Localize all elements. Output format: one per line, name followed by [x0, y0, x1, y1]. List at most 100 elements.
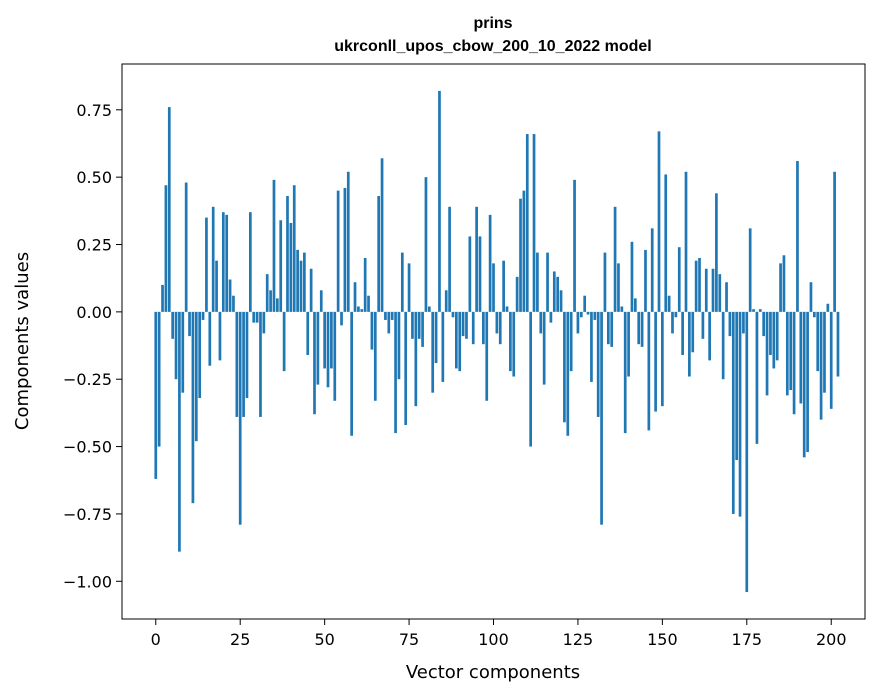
x-tick-label: 200 — [816, 630, 847, 649]
bar — [414, 311, 418, 407]
bar — [313, 311, 316, 415]
bar — [630, 241, 634, 312]
bar — [235, 311, 239, 417]
bar — [424, 177, 428, 312]
bar — [478, 236, 482, 312]
bar — [552, 271, 556, 312]
bar — [823, 311, 826, 393]
bar — [384, 311, 387, 320]
bar — [340, 311, 343, 326]
bar — [556, 276, 560, 312]
bar — [566, 311, 570, 436]
bar — [259, 311, 262, 417]
bar — [205, 217, 208, 312]
bar — [525, 134, 529, 312]
bar — [211, 206, 215, 312]
bar — [826, 303, 830, 312]
bar — [694, 260, 698, 312]
bar — [296, 249, 299, 312]
bar — [509, 311, 512, 372]
bar — [704, 268, 708, 312]
bar — [316, 311, 320, 385]
bar — [613, 206, 617, 312]
x-axis-ticks: 0 25 50 75 100 125 150 175 200 — [151, 619, 847, 649]
y-tick-label: −0.50 — [63, 438, 112, 457]
bar — [215, 260, 218, 312]
bar — [431, 311, 435, 393]
bar — [269, 290, 272, 312]
bar — [184, 182, 188, 312]
bar — [279, 220, 283, 312]
bar — [482, 311, 485, 345]
x-tick-label: 50 — [314, 630, 334, 649]
y-tick-label: 0.00 — [76, 303, 112, 322]
bar — [188, 311, 191, 337]
bar — [407, 263, 411, 312]
bar — [380, 158, 384, 312]
bar — [701, 311, 705, 339]
bar — [698, 257, 701, 312]
bar — [475, 206, 478, 312]
x-tick-label: 0 — [151, 630, 161, 649]
bar — [221, 212, 225, 312]
bar — [228, 279, 232, 312]
bar — [448, 206, 451, 312]
bar — [360, 309, 364, 312]
bar — [468, 236, 472, 312]
bar — [661, 311, 664, 407]
bar — [559, 290, 563, 312]
bar — [225, 214, 229, 312]
bar — [640, 311, 644, 347]
bar — [691, 311, 695, 353]
bar — [363, 257, 367, 312]
bar — [688, 311, 691, 377]
bar — [681, 311, 684, 355]
bar — [671, 311, 674, 334]
bar — [441, 311, 445, 382]
bar — [502, 260, 505, 312]
bar — [492, 263, 495, 312]
bar — [745, 311, 749, 593]
bar — [583, 295, 587, 312]
bar — [596, 311, 600, 417]
bar — [336, 190, 340, 312]
x-tick-label: 150 — [647, 630, 678, 649]
bar — [455, 311, 458, 369]
bar — [782, 255, 786, 312]
bar — [579, 311, 583, 318]
bar — [255, 311, 259, 323]
bar — [789, 311, 793, 390]
chart-title: prins — [473, 15, 512, 32]
bar — [650, 228, 654, 312]
bar — [708, 311, 711, 361]
bar — [299, 260, 303, 312]
bar — [644, 249, 647, 312]
bar — [779, 263, 782, 312]
bar — [647, 311, 651, 431]
bar — [154, 311, 158, 479]
bar — [252, 311, 256, 323]
bar — [218, 311, 222, 361]
x-tick-label: 75 — [399, 630, 419, 649]
bar — [623, 311, 627, 434]
x-tick-label: 25 — [230, 630, 250, 649]
bar — [488, 214, 492, 312]
bar — [731, 311, 735, 514]
bar — [765, 311, 769, 396]
bar — [620, 306, 624, 312]
bar — [593, 311, 597, 320]
bar — [563, 311, 566, 423]
bar — [542, 311, 546, 385]
bar — [637, 311, 641, 345]
bar — [796, 160, 799, 312]
bar — [519, 198, 522, 312]
bar — [522, 190, 526, 312]
bar — [198, 311, 202, 399]
bar — [819, 311, 823, 420]
bar — [242, 311, 245, 417]
bar — [738, 311, 742, 517]
bar — [181, 311, 185, 393]
bar — [610, 311, 614, 347]
bar — [319, 290, 323, 312]
